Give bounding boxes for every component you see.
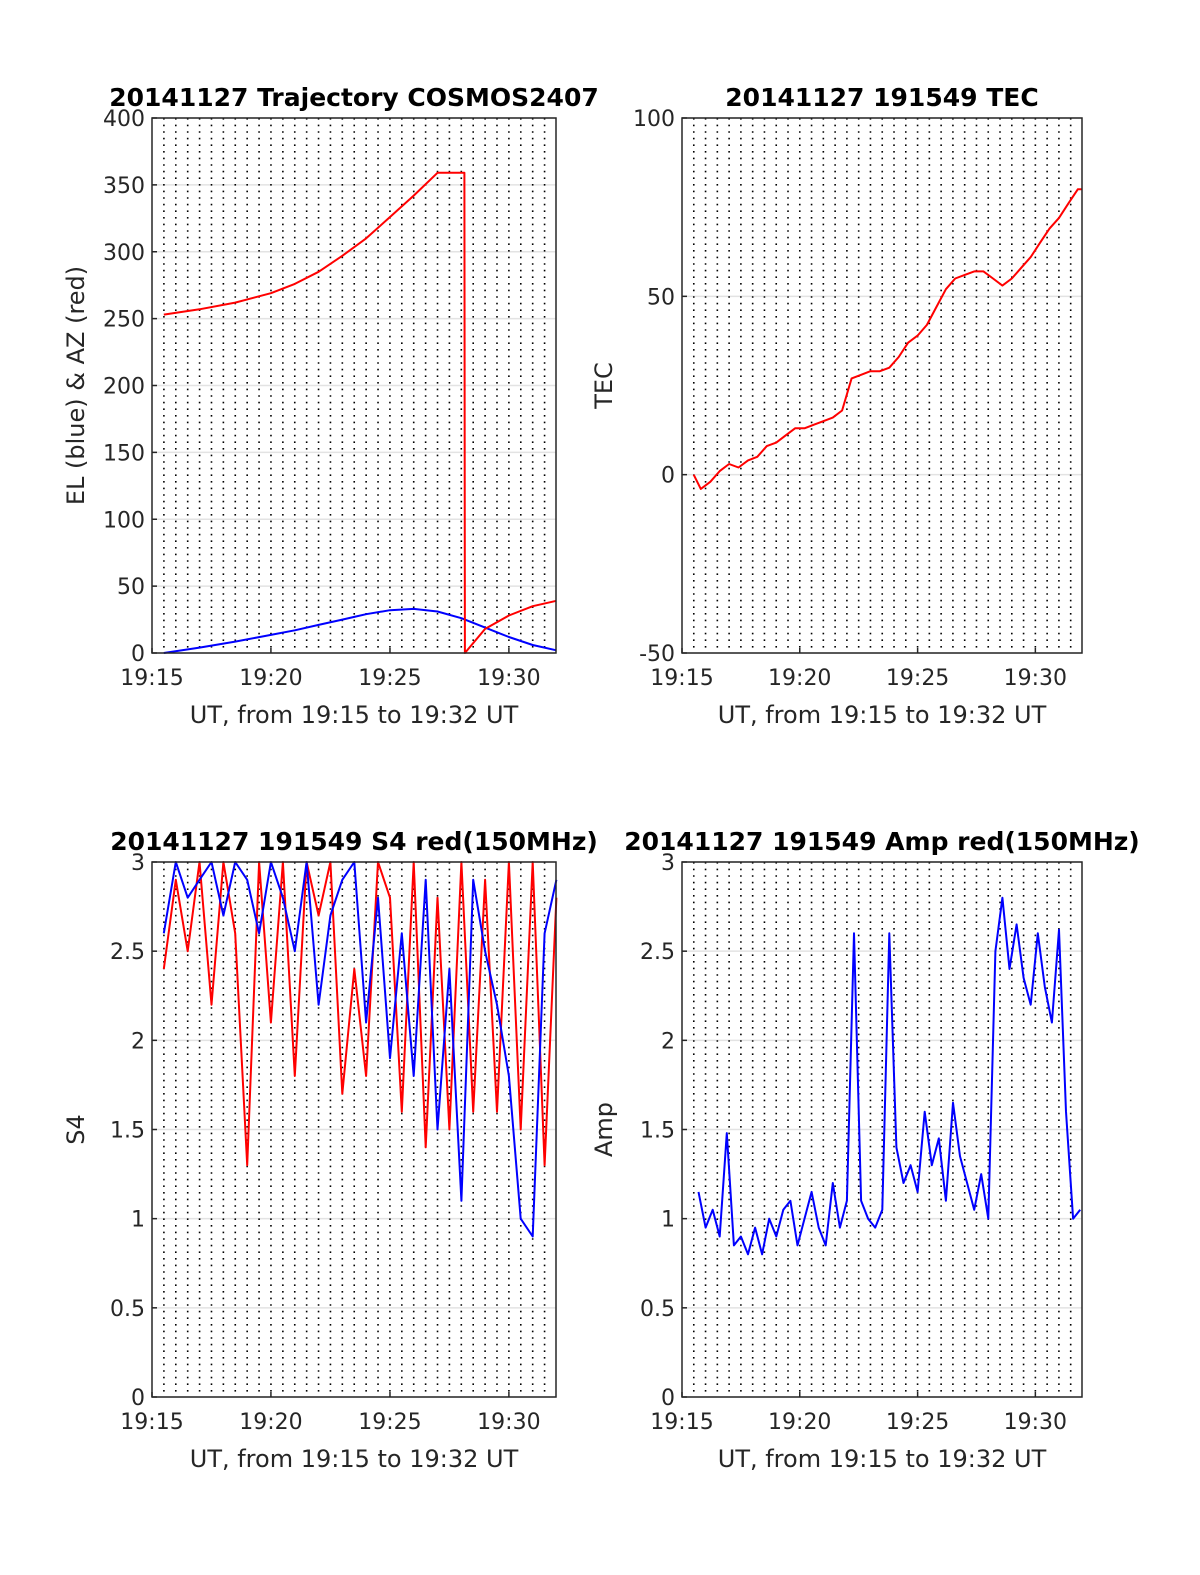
y-tick-label: 3 [661, 851, 675, 876]
tec-chart: -50 0 50 100 19:15 19:20 19:25 19:30 20141127 19… [590, 83, 1083, 729]
y-tick-label: 0.5 [640, 1297, 675, 1322]
x-tick-label: 19:25 [358, 1410, 421, 1435]
y-tick-label: 200 [103, 375, 145, 400]
x-tick-label: 19:20 [239, 666, 302, 691]
y-tick-label: 100 [633, 107, 675, 132]
y-tick-label: 100 [103, 508, 145, 533]
y-tick-label: 3 [131, 851, 145, 876]
y-tick-label: 0.5 [110, 1297, 145, 1322]
x-tick-label: 19:25 [358, 666, 421, 691]
y-tick-label: 150 [103, 441, 145, 466]
y-tick-label: 250 [103, 308, 145, 333]
amp-chart: 0 0.5 1 1.5 2 2.5 3 19:15 19:20 19:25 19:30 2014112… [590, 827, 1140, 1473]
x-axis-label: UT, from 19:15 to 19:32 UT [718, 701, 1047, 729]
series-line-0 [162, 861, 558, 1167]
y-tick-label: 1.5 [640, 1119, 675, 1144]
x-tick-label: 19:30 [477, 666, 540, 691]
y-tick-label: 50 [647, 285, 675, 310]
y-tick-label: 1.5 [110, 1119, 145, 1144]
y-tick-label: 400 [103, 107, 145, 132]
series-line-1 [162, 861, 558, 1238]
x-tick-label: 19:20 [768, 1410, 831, 1435]
x-tick-label: 19:30 [1004, 1410, 1067, 1435]
x-axis-label: UT, from 19:15 to 19:32 UT [718, 1445, 1047, 1473]
y-axis-label: Amp [590, 1102, 618, 1157]
axes-box [681, 117, 1083, 654]
plot-area [682, 118, 1082, 653]
x-tick-label: 19:25 [886, 666, 949, 691]
y-tick-label: 1 [131, 1208, 145, 1233]
series-line-0 [692, 188, 1083, 490]
y-tick-label: 2 [131, 1029, 145, 1054]
y-tick-label: 50 [117, 575, 145, 600]
y-tick-label: 350 [103, 174, 145, 199]
chart-title: 20141127 191549 S4 red(150MHz) [110, 827, 598, 856]
s4-chart: 0 0.5 1 1.5 2 2.5 3 19:15 19:20 19:25 19:30 2014112… [62, 827, 598, 1473]
series-line-0 [697, 896, 1081, 1256]
y-tick-label: 2 [661, 1029, 675, 1054]
x-tick-label: 19:20 [768, 666, 831, 691]
x-axis-label: UT, from 19:15 to 19:32 UT [190, 1445, 519, 1473]
x-tick-label: 19:30 [477, 1410, 540, 1435]
series-line-1 [163, 171, 557, 654]
chart-title: 20141127 191549 TEC [725, 83, 1038, 112]
x-tick-label: 19:15 [120, 1410, 183, 1435]
y-tick-label: 300 [103, 241, 145, 266]
series-line-0 [163, 607, 557, 654]
y-tick-label: 0 [661, 1386, 675, 1411]
y-tick-label: 0 [661, 464, 675, 489]
x-tick-label: 19:20 [239, 1410, 302, 1435]
trajectory-chart: 0 50 100 150 200 250 300 350 400 19:15 19:20 19:25 1… [62, 83, 599, 729]
chart-title: 20141127 Trajectory COSMOS2407 [109, 83, 599, 112]
y-axis-label: TEC [590, 362, 618, 410]
y-tick-label: 2.5 [110, 940, 145, 965]
x-tick-label: 19:15 [650, 666, 713, 691]
x-tick-label: 19:15 [120, 666, 183, 691]
y-axis-label: S4 [62, 1114, 90, 1145]
y-tick-label: -50 [639, 642, 675, 667]
y-tick-label: 2.5 [640, 940, 675, 965]
chart-title: 20141127 191549 Amp red(150MHz) [624, 827, 1140, 856]
x-tick-label: 19:25 [886, 1410, 949, 1435]
x-tick-label: 19:30 [1004, 666, 1067, 691]
y-tick-label: 1 [661, 1208, 675, 1233]
y-axis-label: EL (blue) & AZ (red) [62, 266, 90, 505]
y-tick-label: 0 [131, 642, 145, 667]
y-tick-label: 0 [131, 1386, 145, 1411]
x-tick-label: 19:15 [650, 1410, 713, 1435]
x-axis-label: UT, from 19:15 to 19:32 UT [190, 701, 519, 729]
